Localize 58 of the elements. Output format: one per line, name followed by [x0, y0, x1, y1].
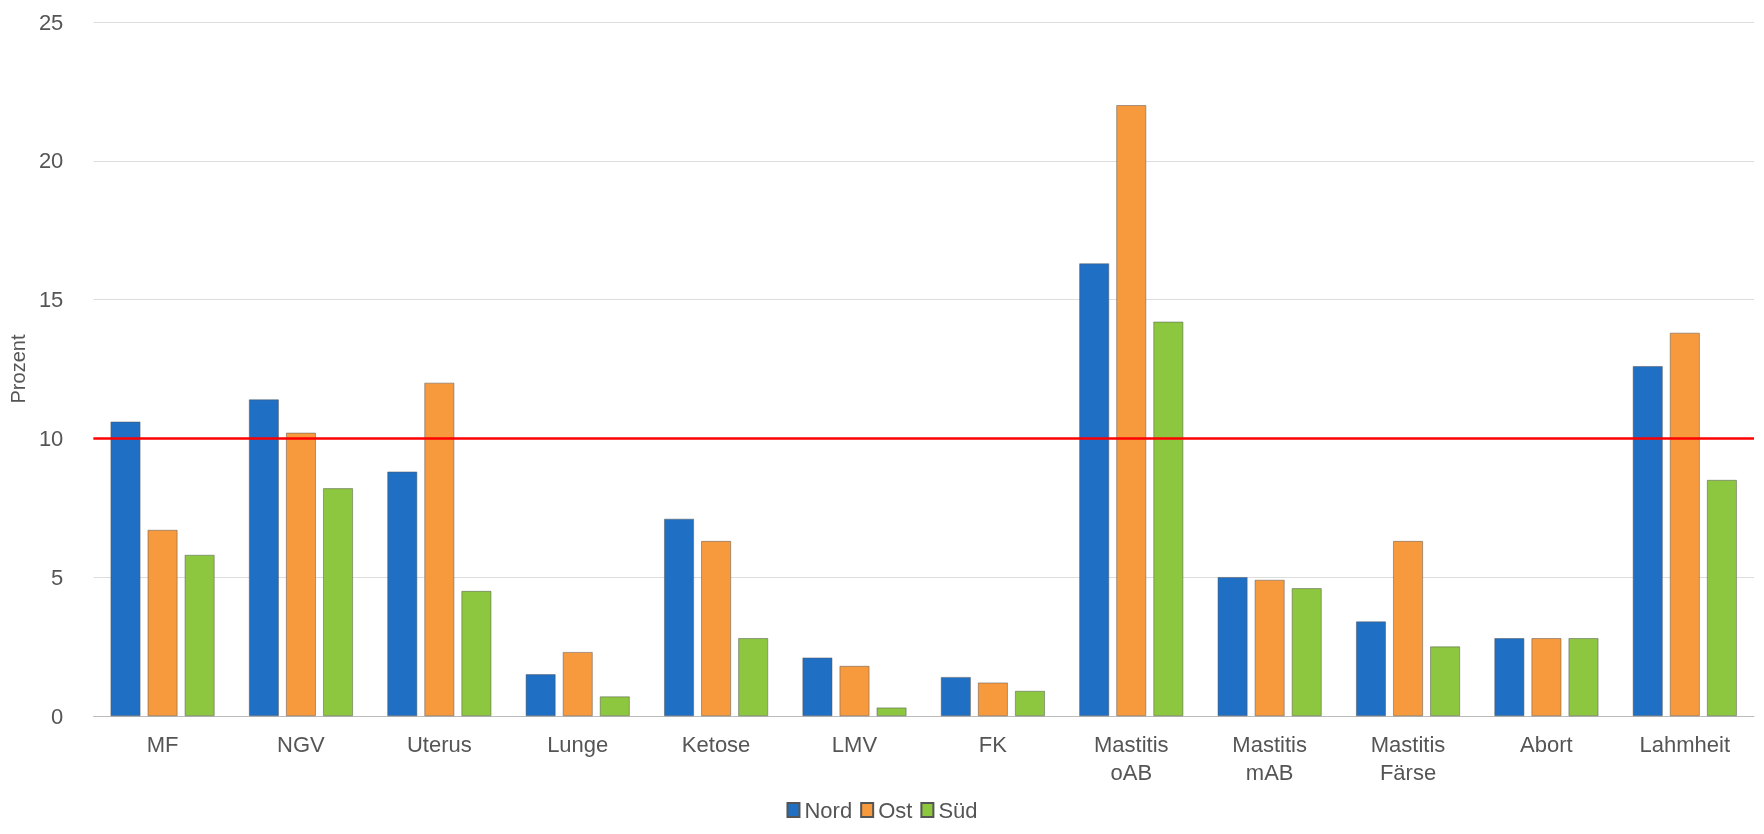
bar — [387, 471, 418, 716]
bar — [839, 666, 870, 716]
bar — [1632, 366, 1663, 716]
legend-label: Ost — [878, 797, 913, 823]
bar — [1494, 638, 1525, 716]
bar — [1153, 321, 1184, 716]
bar — [424, 382, 455, 716]
bar — [978, 682, 1008, 716]
bar — [599, 696, 630, 716]
x-tick-label: Ketose — [681, 731, 751, 757]
bar — [738, 638, 768, 716]
legend-label: Süd — [938, 797, 978, 823]
legend-label: Nord — [804, 797, 853, 823]
bar — [1254, 579, 1285, 716]
bar — [1707, 480, 1737, 716]
bar — [701, 541, 731, 716]
bar — [664, 518, 694, 716]
bar — [1079, 263, 1110, 716]
bar — [562, 652, 593, 716]
bar — [1015, 691, 1045, 716]
bar — [1393, 541, 1423, 716]
y-tick-label: 5 — [51, 564, 64, 590]
bar — [1356, 621, 1386, 716]
x-tick-label: Mastitis mAB — [1232, 731, 1307, 785]
y-tick-label: 0 — [51, 703, 64, 729]
bar — [249, 399, 279, 716]
x-tick-label: MF — [146, 731, 179, 757]
x-tick-label: LMV — [831, 731, 878, 757]
bar — [1669, 332, 1700, 716]
x-tick-label: Uterus — [406, 731, 472, 757]
bar — [110, 421, 141, 716]
x-tick-label: Mastitis oAB — [1093, 731, 1169, 785]
y-tick-label: 10 — [38, 425, 64, 451]
bar — [1430, 646, 1460, 716]
y-tick-label: 20 — [38, 148, 64, 174]
bar — [1217, 577, 1248, 716]
bar — [184, 554, 215, 716]
bar — [323, 488, 353, 716]
bar — [1116, 105, 1147, 716]
bar — [802, 657, 833, 716]
bar — [1568, 638, 1599, 716]
x-tick-label: FK — [978, 731, 1008, 757]
y-tick-label: 25 — [38, 9, 64, 35]
bar — [147, 530, 178, 716]
x-tick-label: Lahmheit — [1639, 731, 1731, 757]
bar — [461, 591, 492, 716]
bar — [1531, 638, 1562, 716]
bar — [286, 432, 316, 716]
x-tick-label: Lunge — [547, 731, 609, 757]
y-tick-label: 15 — [38, 287, 64, 313]
x-tick-label: Abort — [1520, 731, 1573, 757]
bar — [940, 677, 971, 716]
x-tick-label: NGV — [277, 731, 326, 757]
x-tick-label: Mastitis Färse — [1370, 731, 1446, 785]
y-axis-title: Prozent — [7, 334, 29, 404]
bar — [1291, 588, 1322, 716]
bar — [525, 674, 556, 716]
bar — [876, 707, 907, 716]
